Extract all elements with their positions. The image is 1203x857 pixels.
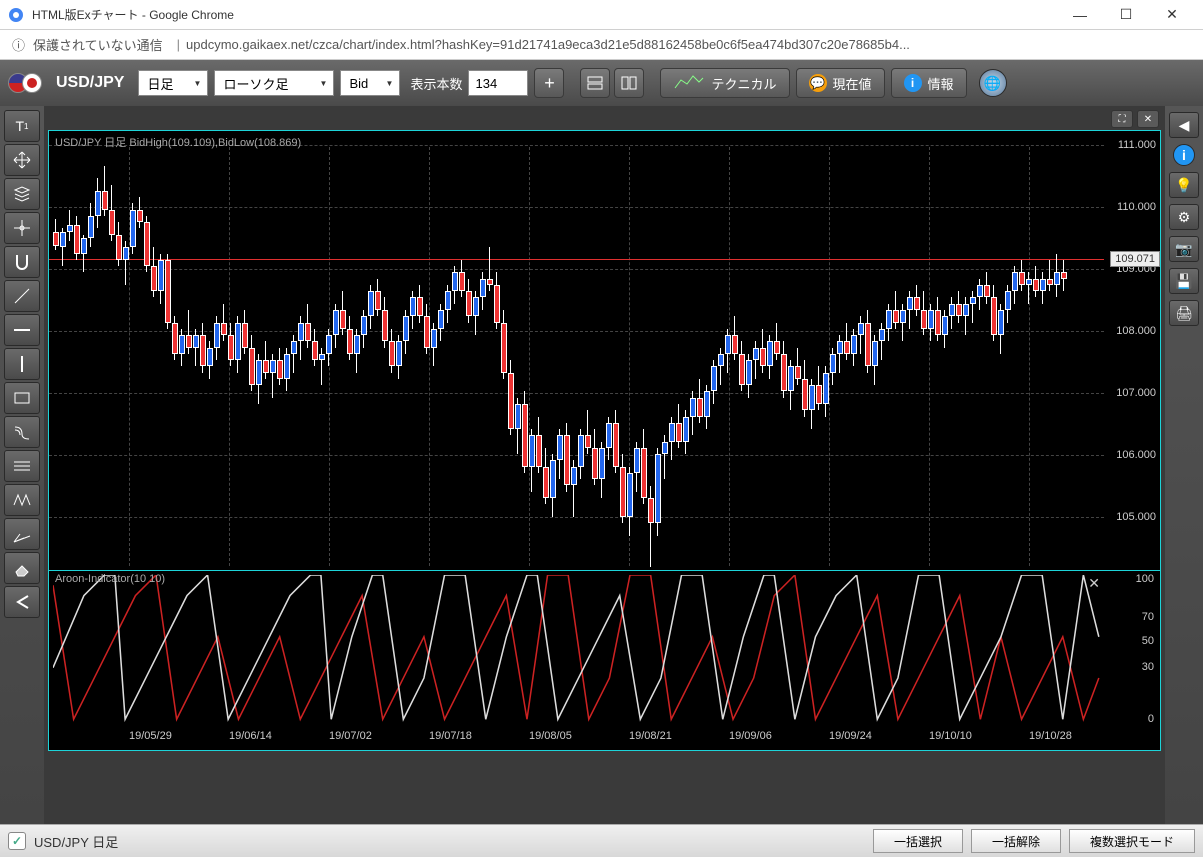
- date-tick: 19/09/24: [829, 730, 872, 742]
- price-tick: 107.000: [1116, 387, 1156, 399]
- trend-tool[interactable]: [4, 518, 40, 550]
- info-button[interactable]: i 情報: [891, 68, 967, 98]
- footer-bar: ✓ USD/JPY 日足 一括選択 一括解除 複数選択モード: [0, 824, 1203, 857]
- info-icon: i: [904, 74, 922, 92]
- indicator-lines: [53, 575, 1104, 724]
- indicator-panel[interactable]: Aroon-Indicator(10 10) ✕ 100 70 50 30 0: [49, 571, 1160, 726]
- date-tick: 19/05/29: [129, 730, 172, 742]
- close-button[interactable]: ✕: [1149, 0, 1195, 30]
- count-input[interactable]: [468, 70, 528, 96]
- date-tick: 19/07/18: [429, 730, 472, 742]
- indicator-close-button[interactable]: ✕: [1088, 575, 1100, 592]
- chart-icon: [673, 74, 705, 92]
- chart-container: ⛶ ✕ USD/JPY 日足 BidHigh(109.109),BidLow(1…: [44, 106, 1165, 824]
- globe-icon[interactable]: 🌐: [979, 69, 1007, 97]
- price-tick: 108.000: [1116, 325, 1156, 337]
- price-type-select[interactable]: Bid: [340, 70, 400, 96]
- chart-pair-info: USD/JPY 日足 BidHigh(109.109),BidLow(108.8…: [55, 134, 301, 150]
- date-tick: 19/09/06: [729, 730, 772, 742]
- window-title: HTML版Exチャート - Google Chrome: [32, 6, 1057, 23]
- price-tick: 110.000: [1117, 201, 1156, 213]
- fullscreen-button[interactable]: ⛶: [1111, 110, 1133, 128]
- footer-pair-label: USD/JPY 日足: [34, 832, 865, 851]
- vline-tool[interactable]: [4, 348, 40, 380]
- right-handle[interactable]: ◀: [1169, 112, 1199, 138]
- currency-flags: [8, 73, 42, 93]
- camera-button[interactable]: 📷: [1169, 236, 1199, 262]
- price-tick: 106.000: [1116, 449, 1156, 461]
- rect-tool[interactable]: [4, 382, 40, 414]
- add-button[interactable]: +: [534, 68, 564, 98]
- chart-box: USD/JPY 日足 BidHigh(109.109),BidLow(108.8…: [48, 130, 1161, 751]
- settings-button[interactable]: ⚙: [1169, 204, 1199, 230]
- move-tool[interactable]: [4, 144, 40, 176]
- date-axis: 19/05/29 19/06/14 19/07/02 19/07/18 19/08/05…: [49, 726, 1160, 750]
- date-tick: 19/06/14: [229, 730, 272, 742]
- indicator-tick: 50: [1142, 635, 1154, 647]
- url-bar: ⓘ 保護されていない通信 | updcymo.gaikaex.net/czca/…: [0, 30, 1203, 60]
- text-tool[interactable]: T1: [4, 110, 40, 142]
- save-button[interactable]: 💾: [1169, 268, 1199, 294]
- pair-label[interactable]: USD/JPY: [56, 74, 124, 92]
- date-tick: 19/07/02: [329, 730, 372, 742]
- price-tick: 105.000: [1116, 511, 1156, 523]
- indicator-tick: 30: [1142, 661, 1154, 673]
- line-tool[interactable]: [4, 280, 40, 312]
- price-tick: 111.000: [1118, 139, 1156, 151]
- timeframe-select[interactable]: 日足: [138, 70, 208, 96]
- date-tick: 19/08/21: [629, 730, 672, 742]
- magnet-tool[interactable]: [4, 246, 40, 278]
- select-all-button[interactable]: 一括選択: [873, 829, 963, 853]
- deselect-all-button[interactable]: 一括解除: [971, 829, 1061, 853]
- chart-close-button[interactable]: ✕: [1137, 110, 1159, 128]
- crosshair-tool[interactable]: [4, 212, 40, 244]
- info-dot-button[interactable]: i: [1173, 144, 1195, 166]
- flag-jp-icon: [22, 73, 42, 93]
- date-tick: 19/10/10: [929, 730, 972, 742]
- main-area: T1 ⛶ ✕ USD/JPY 日足 BidHigh(109.109),BidLo…: [0, 106, 1203, 824]
- chart-type-select[interactable]: ローソク足: [214, 70, 334, 96]
- security-icon: ⓘ: [12, 35, 25, 54]
- eraser-tool[interactable]: [4, 552, 40, 584]
- indicator-tick: 100: [1136, 573, 1154, 585]
- minimize-button[interactable]: —: [1057, 0, 1103, 30]
- count-label: 表示本数: [410, 74, 462, 93]
- app-icon: [8, 7, 24, 23]
- technical-button[interactable]: テクニカル: [660, 68, 789, 98]
- indicator-tick: 70: [1142, 611, 1154, 623]
- print-button[interactable]: 🖨: [1169, 300, 1199, 326]
- back-tool[interactable]: [4, 586, 40, 618]
- maximize-button[interactable]: ☐: [1103, 0, 1149, 30]
- date-tick: 19/08/05: [529, 730, 572, 742]
- layers-tool[interactable]: [4, 178, 40, 210]
- layout-single-button[interactable]: [580, 68, 610, 98]
- candlestick-area: [53, 147, 1104, 566]
- security-text: 保護されていない通信: [33, 35, 163, 54]
- window-titlebar: HTML版Exチャート - Google Chrome — ☐ ✕: [0, 0, 1203, 30]
- layout-split-button[interactable]: [614, 68, 644, 98]
- right-toolbar: ◀ i 💡 ⚙ 📷 💾 🖨: [1165, 106, 1203, 824]
- fib-tool[interactable]: [4, 416, 40, 448]
- url-text[interactable]: updcymo.gaikaex.net/czca/chart/index.htm…: [186, 37, 910, 52]
- price-axis: 111.000110.000109.000108.000107.000106.0…: [1104, 131, 1160, 570]
- indicator-label: Aroon-Indicator(10 10): [55, 573, 165, 585]
- multi-select-button[interactable]: 複数選択モード: [1069, 829, 1195, 853]
- date-tick: 19/10/28: [1029, 730, 1072, 742]
- current-price-badge: 109.071: [1110, 251, 1160, 267]
- wave-tool[interactable]: [4, 484, 40, 516]
- current-price-button[interactable]: 💬 現在値: [796, 68, 885, 98]
- parallel-tool[interactable]: [4, 450, 40, 482]
- footer-checkbox[interactable]: ✓: [8, 832, 26, 850]
- hline-tool[interactable]: [4, 314, 40, 346]
- chat-icon: 💬: [809, 74, 827, 92]
- price-chart[interactable]: USD/JPY 日足 BidHigh(109.109),BidLow(108.8…: [49, 131, 1160, 571]
- main-toolbar: USD/JPY 日足 ローソク足 Bid 表示本数 + テクニカル 💬 現在値 …: [0, 60, 1203, 106]
- indicator-axis: 100 70 50 30 0: [1104, 571, 1160, 726]
- indicator-tick: 0: [1148, 713, 1154, 725]
- left-toolbar: T1: [0, 106, 44, 824]
- idea-button[interactable]: 💡: [1169, 172, 1199, 198]
